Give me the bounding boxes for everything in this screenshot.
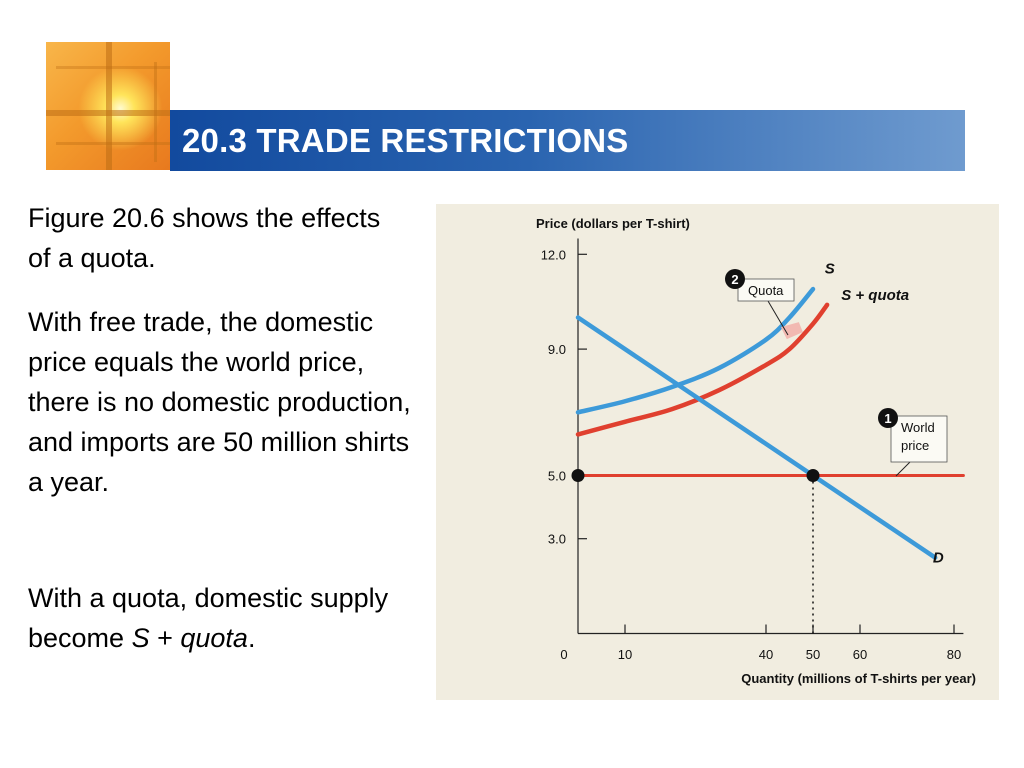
world-price-callout-label: World xyxy=(901,420,935,435)
x-tick-label: 50 xyxy=(806,647,820,662)
paragraph-quota-s: S xyxy=(131,623,150,653)
series-label-s-plus-quota: S + quota xyxy=(841,287,909,304)
paragraph-figure-intro: Figure 20.6 shows the effects of a quota… xyxy=(28,203,381,273)
x-tick-label: 0 xyxy=(560,647,567,662)
x-tick-label: 10 xyxy=(618,647,632,662)
callout-number: 2 xyxy=(731,272,738,287)
world-price-callout-label: price xyxy=(901,438,929,453)
paragraph-free-trade: With free trade, the domestic price equa… xyxy=(28,307,411,497)
y-tick-label: 5.0 xyxy=(548,469,566,484)
x-tick-label: 60 xyxy=(853,647,867,662)
callout-leader-line xyxy=(767,300,789,336)
data-point xyxy=(806,469,820,482)
series-label-s: S xyxy=(825,260,835,277)
supply-curve xyxy=(575,286,816,415)
quota-chart: Price (dollars per T-shirt) Quantity (mi… xyxy=(436,204,999,700)
y-tick-label: 3.0 xyxy=(548,532,566,547)
demand-curve xyxy=(575,315,938,560)
y-tick-label: 12.0 xyxy=(541,247,566,262)
quota-callout-label: Quota xyxy=(748,283,784,298)
world-price-callout-badge xyxy=(878,408,898,428)
paragraph-quota-plus: + xyxy=(149,623,181,653)
quota-gap-arrow xyxy=(780,322,803,340)
quota-callout-box xyxy=(737,278,795,302)
paragraph-quota-end: . xyxy=(247,623,256,653)
slide-title: 20.3 TRADE RESTRICTIONS xyxy=(182,122,629,159)
x-tick-label: 80 xyxy=(947,647,961,662)
x-tick-label: 40 xyxy=(759,647,773,662)
paragraph-quota-word: quota xyxy=(180,623,248,653)
paragraph-quota-start: With a quota, domestic supply become xyxy=(28,583,389,653)
logo-image xyxy=(46,42,170,170)
paragraph-quota: With a quota, domestic supply become S +… xyxy=(28,578,438,658)
data-point xyxy=(571,469,585,482)
y-tick-label: 9.0 xyxy=(548,342,566,357)
title-bar xyxy=(170,110,965,171)
x-axis-label: Quantity (millions of T-shirts per year) xyxy=(741,671,976,686)
supply-plus-quota-curve xyxy=(575,302,830,437)
series-label-d: D xyxy=(933,549,944,566)
callout-leader-line xyxy=(895,461,911,477)
y-axis-label: Price (dollars per T-shirt) xyxy=(536,216,690,231)
quota-callout-badge xyxy=(725,269,745,289)
world-price-callout-box xyxy=(890,415,948,463)
callout-number: 1 xyxy=(884,411,891,426)
